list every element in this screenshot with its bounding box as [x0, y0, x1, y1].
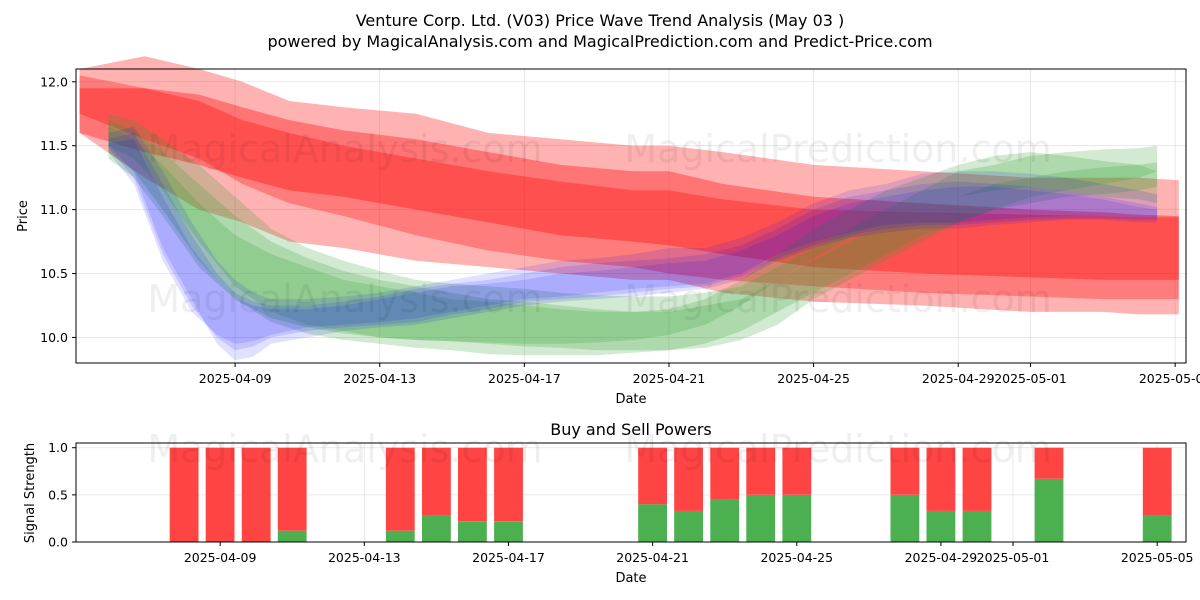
sell-bar: [1142, 447, 1172, 516]
sell-bar: [962, 447, 992, 511]
buy-bar: [890, 494, 920, 542]
buy-bar: [926, 510, 956, 542]
sell-bar: [710, 447, 740, 500]
sell-bar: [458, 447, 487, 522]
price-y-tick-label: 12.0: [40, 74, 68, 89]
sell-bar: [277, 447, 307, 531]
price-x-tick-label: 2025-04-17: [488, 371, 561, 386]
sell-bar: [385, 447, 415, 531]
buy-bar: [746, 494, 776, 542]
price-x-tick-label: 2025-04-21: [633, 371, 706, 386]
price-x-tick-label: 2025-04-25: [777, 371, 850, 386]
buy-bar: [385, 530, 415, 542]
sell-bar: [926, 447, 956, 511]
power-x-tick-label: 2025-04-17: [472, 550, 545, 565]
sell-bar: [782, 447, 812, 495]
power-x-tick-label: 2025-05-05: [1121, 550, 1194, 565]
power-x-tick-label: 2025-04-21: [616, 550, 689, 565]
buy-bar: [1034, 478, 1064, 542]
price-x-axis-label: Date: [615, 392, 646, 407]
price-bands: [79, 56, 1179, 361]
buy-bar: [962, 510, 992, 542]
sell-bar: [746, 447, 776, 495]
power-axes: 0.0 0.5 1.0 2025-04-09 2025-04-13 2025-04-17 2…: [48, 440, 1193, 565]
wave-band-green-4: [108, 120, 1158, 356]
sell-bar: [674, 447, 703, 511]
sell-bar: [422, 447, 451, 516]
watermark-bottom-left: MagicalAnalysis.com: [147, 427, 542, 471]
buy-bar: [782, 494, 812, 542]
watermark-mid-left: MagicalAnalysis.com: [147, 277, 542, 321]
sell-bar: [1034, 447, 1064, 479]
sell-bar: [494, 447, 523, 522]
watermark-top-right: MagicalPrediction.com: [624, 127, 1052, 171]
sell-bar: [205, 447, 235, 542]
power-plot-frame: [75, 442, 1187, 543]
buy-bar: [674, 510, 703, 542]
price-y-tick-label: 11.5: [40, 138, 68, 153]
power-x-tick-label: 2025-05-01: [977, 550, 1050, 565]
buy-bar: [710, 499, 740, 542]
price-y-tick-label: 10.5: [40, 266, 68, 281]
price-y-tick-label: 11.0: [40, 202, 68, 217]
price-x-tick-label: 2025-05-01: [994, 371, 1067, 386]
sell-bar: [638, 447, 667, 505]
power-bars: [169, 447, 1172, 542]
sell-bar: [169, 447, 199, 542]
price-x-tick-label: 2025-04-09: [199, 371, 272, 386]
wave-band-green-5: [108, 126, 1158, 344]
price-grid: [76, 69, 1186, 363]
price-y-axis-label: Price: [16, 200, 31, 232]
buy-bar: [277, 530, 307, 542]
price-y-tick-label: 10.0: [40, 330, 68, 345]
power-y-tick-label: 1.0: [48, 440, 68, 455]
watermark-top-left: MagicalAnalysis.com: [147, 127, 542, 171]
buy-bar: [638, 504, 667, 542]
wave-band-blue-6: [108, 126, 1158, 361]
buy-sell-power-chart: Buy and Sell Powers MagicalAnalysis.com …: [23, 420, 1193, 586]
power-x-tick-label: 2025-04-29: [905, 550, 978, 565]
power-x-tick-label: 2025-04-13: [328, 550, 401, 565]
power-x-tick-label: 2025-04-25: [760, 550, 833, 565]
watermark-mid-right: MagicalPrediction.com: [624, 277, 1052, 321]
wave-band-red-1: [79, 75, 1179, 300]
buy-bar: [494, 521, 523, 542]
wave-band-red-2: [79, 88, 1179, 280]
power-y-axis-label: Signal Strength: [23, 443, 38, 543]
power-y-tick-label: 0.5: [48, 487, 68, 502]
buy-bar: [422, 515, 451, 542]
wave-band-blue-7: [108, 132, 1158, 351]
wave-band-green-3: [108, 113, 1158, 351]
buy-bar: [1142, 515, 1172, 542]
price-x-tick-label: 2025-05-05: [1139, 371, 1200, 386]
power-y-tick-label: 0.0: [48, 535, 68, 550]
price-plot-background: [76, 69, 1186, 363]
buy-bar: [458, 521, 487, 542]
sell-bar: [241, 447, 271, 542]
watermark-bottom-right: MagicalPrediction.com: [624, 427, 1052, 471]
sell-bar: [890, 447, 920, 495]
wave-band-red-0: [79, 56, 1179, 315]
main-subtitle: powered by MagicalAnalysis.com and Magic…: [267, 32, 932, 51]
power-chart-title: Buy and Sell Powers: [550, 420, 712, 439]
price-x-tick-label: 2025-04-13: [343, 371, 416, 386]
power-x-axis-label: Date: [615, 571, 646, 586]
wave-band-blue-8: [108, 139, 1158, 344]
price-plot-frame: [75, 68, 1187, 364]
power-x-tick-label: 2025-04-09: [184, 550, 257, 565]
main-title: Venture Corp. Ltd. (V03) Price Wave Tren…: [356, 11, 845, 30]
price-x-tick-label: 2025-04-29: [922, 371, 995, 386]
price-axes: 10.0 10.5 11.0 11.5 12.0 2025-04-09 2025-04-13…: [40, 74, 1200, 386]
price-wave-chart: MagicalAnalysis.com MagicalPrediction.co…: [16, 56, 1200, 407]
